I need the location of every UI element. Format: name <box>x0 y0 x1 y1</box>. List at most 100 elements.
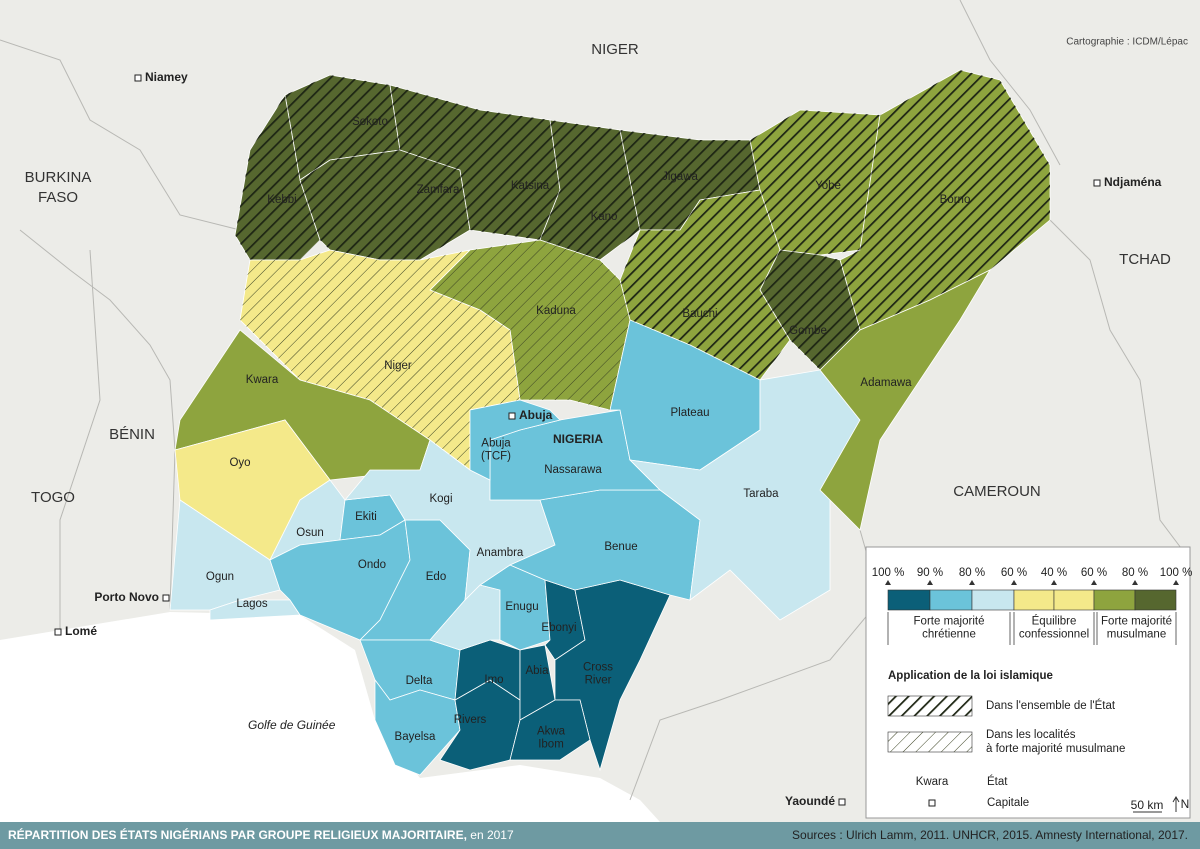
sea-label: Golfe de Guinée <box>248 718 336 732</box>
state-label: Anambra <box>477 547 524 559</box>
capital-example <box>928 799 936 807</box>
state-label: Ogun <box>206 571 234 583</box>
group-label: musulmane <box>1107 629 1166 641</box>
legend-swatch <box>1013 589 1055 611</box>
state <box>509 699 591 761</box>
scale-tick <box>1091 580 1097 585</box>
state-label: Abuja <box>481 438 511 450</box>
state-label: (TCF) <box>481 451 511 463</box>
state-hatch <box>240 250 520 470</box>
country-label: TOGO <box>31 489 75 506</box>
scale-label: 60 % <box>1001 567 1027 579</box>
states <box>169 69 1051 776</box>
capital-label: Yaoundé <box>785 794 835 808</box>
scale-tick <box>1011 580 1017 585</box>
scale-tick <box>1051 580 1057 585</box>
state-label: Delta <box>406 675 433 687</box>
state-hatch <box>300 150 470 260</box>
group-bracket <box>887 612 1011 645</box>
legend: 100 % 90 % 80 % 60 % 40 % 60 % 80 % 100 % Forte … <box>872 567 1193 813</box>
credit: Cartographie : ICDM/Lépac <box>1066 37 1188 48</box>
state-label: Sokoto <box>352 116 388 128</box>
state <box>628 369 861 621</box>
state <box>169 499 281 611</box>
group-bracket <box>1013 612 1095 645</box>
state-hatch <box>760 250 860 370</box>
state-label: Ebonyi <box>541 622 576 634</box>
state-label: Taraba <box>743 488 779 500</box>
state-label: Yobe <box>815 180 841 192</box>
scale-label: 80 % <box>1122 567 1148 579</box>
state-label: Bayelsa <box>395 731 437 743</box>
law-label: Dans les localités <box>986 729 1076 741</box>
state-label: River <box>585 675 612 687</box>
scale-tick <box>927 580 933 585</box>
sea <box>0 612 660 822</box>
state-label: Nassarawa <box>544 464 602 476</box>
scale-label: 80 % <box>959 567 985 579</box>
group-label: Équilibre <box>1032 615 1077 628</box>
state-label: Ibom <box>538 739 564 751</box>
group-label: chrétienne <box>922 629 976 641</box>
scale-bar-label: 50 km <box>1131 798 1164 812</box>
north-label: N <box>1181 797 1190 811</box>
group-label: Forte majorité <box>1101 616 1172 628</box>
legend-box <box>865 546 1191 819</box>
state-label: Bauchi <box>682 308 717 320</box>
legend-swatch <box>971 589 1015 611</box>
law-label: à forte majorité musulmane <box>986 743 1125 755</box>
state-label: Ondo <box>358 559 386 571</box>
capital-marker <box>54 628 62 636</box>
state-hatch <box>750 110 880 255</box>
state-hatch <box>620 130 760 230</box>
country-label: CAMEROUN <box>953 483 1041 500</box>
state-label: Edo <box>426 571 446 583</box>
scale-label: 100 % <box>1160 567 1193 579</box>
capital-marker <box>134 74 142 82</box>
state-hatch <box>840 70 1050 330</box>
state-label: Abia <box>525 665 549 677</box>
capital-label: Niamey <box>145 70 188 84</box>
state-label: Lagos <box>236 598 268 610</box>
capital-text: Capitale <box>987 797 1029 809</box>
state-label: Ekiti <box>355 511 377 523</box>
state-label: Niger <box>384 360 412 372</box>
capital-label: Abuja <box>519 408 553 422</box>
footer-title: RÉPARTITION DES ÉTATS NIGÉRIANS PAR GROU… <box>8 827 514 842</box>
state-label: Gombe <box>789 325 827 337</box>
law-swatch <box>887 695 973 717</box>
scale-tick <box>1173 580 1179 585</box>
state-label: Kaduna <box>536 305 576 317</box>
country-label: NIGER <box>591 41 639 58</box>
state-label: Kogi <box>429 493 452 505</box>
state-label: Rivers <box>454 714 487 726</box>
state-label: Cross <box>583 662 613 674</box>
group-bracket <box>1096 612 1177 645</box>
state-hatch <box>620 190 790 380</box>
state-hatch <box>540 120 640 260</box>
footer-bar <box>0 822 1200 849</box>
legend-swatch <box>1053 589 1095 611</box>
scale-label: 60 % <box>1081 567 1107 579</box>
state-label: Katsina <box>511 180 550 192</box>
group-label: Forte majorité <box>914 616 985 628</box>
state <box>469 399 561 481</box>
state-hatch <box>390 85 560 240</box>
capital-label: Lomé <box>65 624 97 638</box>
state-label: Oyo <box>229 457 250 469</box>
north-arrow <box>1172 796 1180 812</box>
capital-marker <box>1093 179 1101 187</box>
country-label: FASO <box>38 189 78 206</box>
scale-label: 40 % <box>1041 567 1067 579</box>
country-label: TCHAD <box>1119 251 1171 268</box>
legend-swatch <box>1093 589 1136 611</box>
scale-tick <box>969 580 975 585</box>
capital-marker <box>838 798 846 806</box>
scale-tick <box>1132 580 1138 585</box>
state-label: Adamawa <box>860 377 912 389</box>
capital-label: Porto Novo <box>94 590 159 604</box>
state-label: Benue <box>604 541 637 553</box>
title-suffix: en 2017 <box>470 828 514 842</box>
state-label: Imo <box>484 674 503 686</box>
capital-marker <box>162 594 170 602</box>
